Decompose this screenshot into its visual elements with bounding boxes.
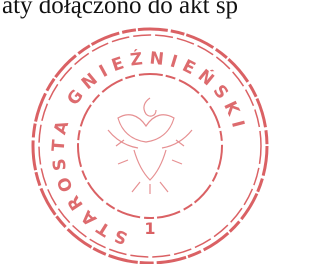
stamp-inner-ring — [78, 74, 222, 218]
stamp-eagle — [108, 98, 192, 194]
page: aty dołączono do akt sp STAROSTA GNIEŹNI… — [0, 0, 320, 264]
document-text: aty dołączono do akt sp — [2, 0, 238, 19]
document: aty dołączono do akt sp STAROSTA GNIEŹNI… — [0, 0, 275, 264]
stamp-number: 1 — [144, 219, 155, 238]
